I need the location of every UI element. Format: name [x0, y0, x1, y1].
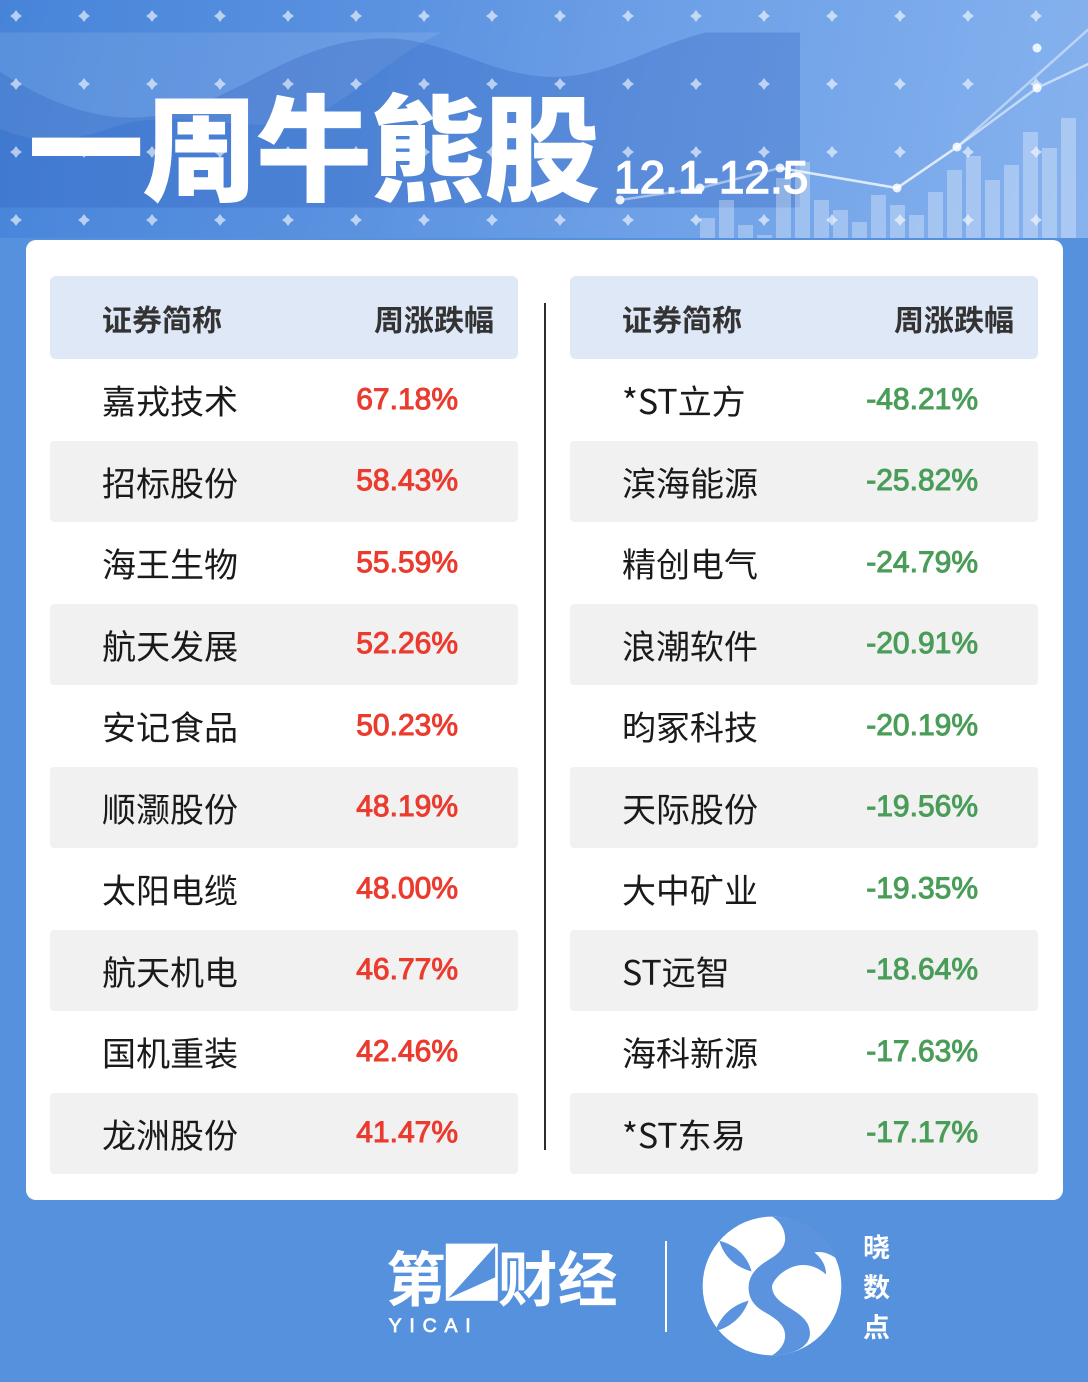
svg-text:财经: 财经	[498, 1232, 618, 1318]
svg-text:YICAI: YICAI	[388, 1315, 479, 1337]
svg-text:第: 第	[386, 1232, 446, 1318]
